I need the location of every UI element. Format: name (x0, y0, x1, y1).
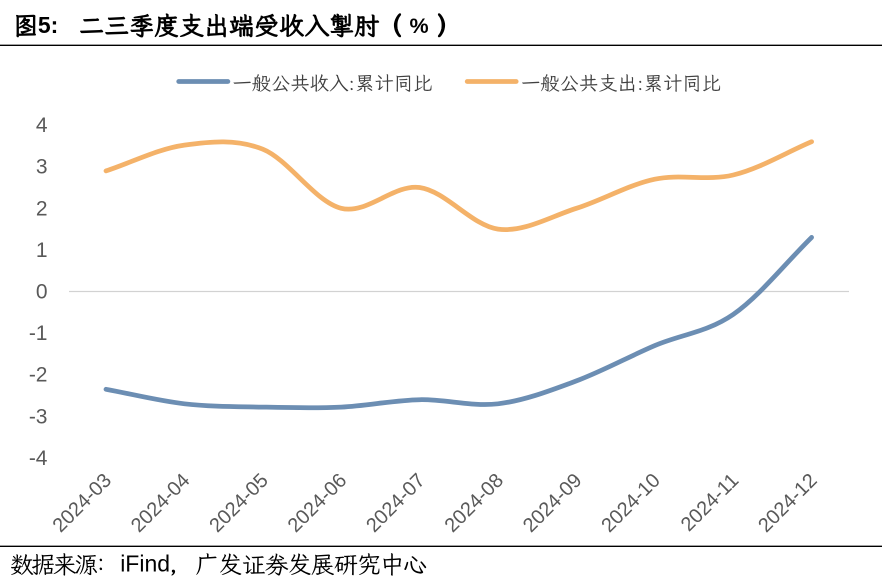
svg-text:0: 0 (36, 281, 48, 304)
svg-text:3: 3 (36, 156, 48, 179)
svg-text:-3: -3 (29, 405, 48, 428)
svg-text:5:: 5: (38, 12, 58, 38)
svg-text:%: % (410, 14, 429, 38)
svg-text:1: 1 (36, 239, 48, 262)
svg-text:2: 2 (36, 197, 48, 220)
svg-text:-1: -1 (29, 322, 48, 345)
svg-text:iFind: iFind (120, 551, 170, 577)
svg-text:-4: -4 (29, 447, 48, 470)
svg-text:4: 4 (36, 114, 48, 137)
svg-text:-2: -2 (29, 364, 48, 387)
